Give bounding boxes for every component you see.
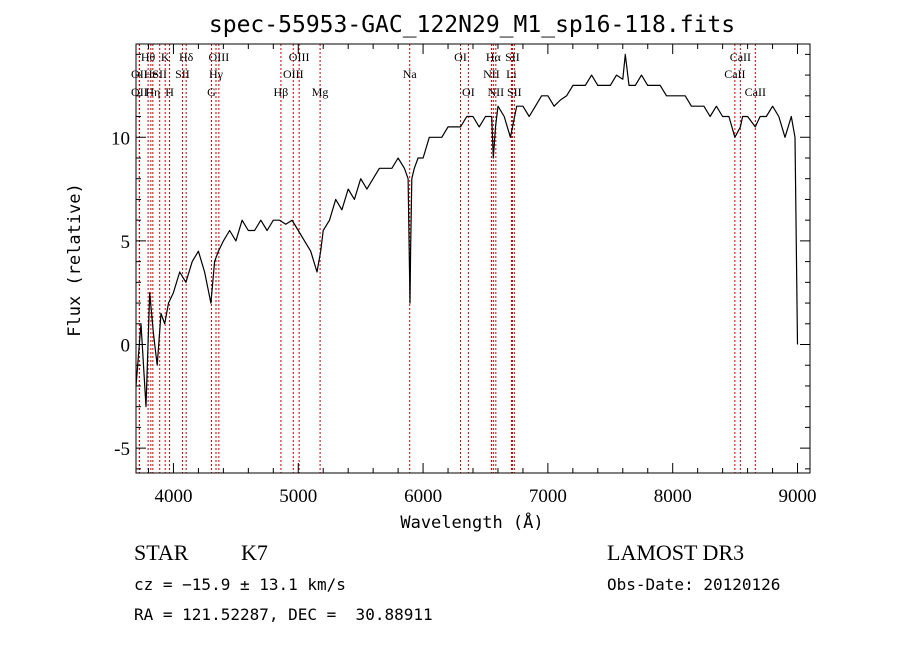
spectral-line-label: NII: [488, 85, 505, 99]
spectral-line-label: Hγ: [209, 67, 224, 81]
spectral-line-label: OI: [462, 85, 475, 99]
plot-frame: [135, 43, 811, 474]
observation-date: Obs-Date: 20120126: [607, 575, 781, 594]
spectral-line-label: Hδ: [179, 50, 194, 64]
spectrum-series: [135, 53, 799, 408]
spectral-line-label: SII: [507, 85, 522, 99]
spectral-line-label: OIII: [209, 50, 230, 64]
spectral-line-label: Hη: [145, 85, 160, 99]
y-tick-label: 0: [121, 336, 131, 357]
spectral-line-label: SII: [175, 67, 190, 81]
spectral-line-label: CaII: [730, 50, 751, 64]
ra-dec-coordinates: RA = 121.52287, DEC = 30.88911: [134, 605, 433, 624]
spectral-line-label: Na: [403, 67, 418, 81]
x-tick-label: 9000: [779, 486, 817, 507]
y-tick-label: 10: [111, 128, 130, 149]
y-tick-label: 5: [121, 232, 131, 253]
spectral-line-label: OI: [454, 50, 467, 64]
object-class: STAR: [134, 540, 189, 565]
spectral-line-label: CaII: [745, 85, 766, 99]
spectral-line-label: K: [161, 50, 170, 64]
redshift-velocity: cz = −15.9 ± 13.1 km/s: [134, 575, 346, 594]
x-tick-label: 7000: [529, 486, 567, 507]
spectral-line-label: NII: [483, 67, 500, 81]
x-tick-label: 8000: [654, 486, 692, 507]
spectrum-line: [135, 53, 799, 408]
spectral-line-label: SII: [505, 50, 520, 64]
y-tick-label: -5: [114, 439, 130, 460]
spectral-line-label: Hβ: [274, 85, 289, 99]
spectral-line-label: Hα: [486, 50, 502, 64]
spectral-line-label: OII: [131, 85, 148, 99]
spectral-line-label: H: [165, 85, 174, 99]
spectral-line-label: G: [207, 85, 216, 99]
x-tick-label: 6000: [404, 486, 442, 507]
spectral-line-label: Mg: [312, 85, 329, 99]
x-tick-label: 5000: [279, 486, 317, 507]
spectral-line-label: CaII: [724, 67, 745, 81]
axis-ticks: 4000 5000 6000 7000 8000 9000 -5 0 5 10: [111, 44, 817, 507]
spectral-line-label: He: [144, 67, 158, 81]
x-tick-label: 4000: [154, 486, 192, 507]
chart-title: spec-55953-GAC_122N29_M1_sp16-118.fits: [209, 12, 735, 38]
spectral-line-label: Li: [506, 67, 517, 81]
spectral-line-label: OII: [131, 67, 148, 81]
y-axis-label: Flux (relative): [65, 183, 85, 337]
spectral-line-label: OIII: [289, 50, 310, 64]
spectral-line-label: Hθ: [141, 50, 156, 64]
spectral-line-markers: [138, 44, 756, 473]
x-axis-label: Wavelength (Å): [400, 511, 543, 533]
spectral-line-label: SII: [152, 67, 167, 81]
object-subclass: K7: [241, 540, 268, 565]
spectral-line-label: OIII: [283, 67, 304, 81]
survey-name: LAMOST DR3: [607, 540, 745, 565]
